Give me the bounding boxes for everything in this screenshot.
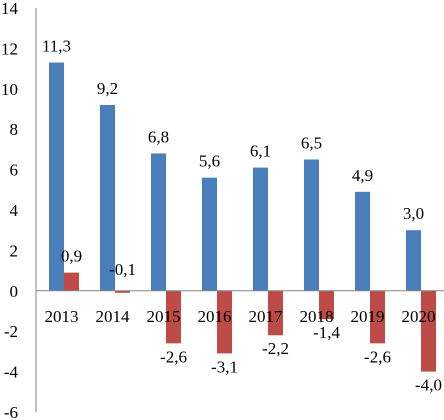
bar-2015-series-2 — [166, 290, 181, 344]
y-tick-label: 2 — [10, 241, 19, 260]
data-label-2016-series-1: 5,6 — [199, 152, 220, 171]
bar-2018-series-1 — [304, 159, 319, 291]
bar-2020-series-2 — [421, 290, 436, 372]
x-axis-tick-labels: 2013 2014 2015 2016 2017 2018 2019 2020 — [45, 307, 436, 326]
y-tick-label: 14 — [1, 0, 19, 18]
data-label-2019-series-2: -2,6 — [364, 347, 391, 366]
y-tick-label: -2 — [4, 322, 18, 341]
y-tick-label: 4 — [10, 201, 19, 220]
bar-2014-series-2 — [115, 290, 130, 293]
data-label-2017-series-1: 6,1 — [250, 142, 271, 161]
bars — [49, 62, 436, 372]
x-tick-label: 2019 — [351, 307, 385, 326]
bar-2013-series-2 — [64, 272, 79, 291]
data-label-2020-series-2: -4,0 — [415, 376, 442, 395]
y-tick-label: -6 — [4, 403, 18, 420]
y-tick-label: 6 — [10, 161, 19, 180]
y-tick-label: 8 — [10, 120, 19, 139]
x-tick-label: 2020 — [402, 307, 436, 326]
y-tick-label: 10 — [1, 80, 18, 99]
data-label-2017-series-2: -2,2 — [262, 339, 289, 358]
data-label-2018-series-2: -1,4 — [313, 323, 340, 342]
data-label-2015-series-1: 6,8 — [148, 127, 169, 146]
bar-2014-series-1 — [100, 104, 115, 291]
bar-2019-series-2 — [370, 290, 385, 344]
data-labels: 11,3 9,2 6,8 5,6 6,1 6,5 4,9 3,0 0,9 -0,1 -2,6 -3,1… — [42, 37, 442, 395]
data-label-2015-series-2: -2,6 — [160, 347, 187, 366]
bar-2017-series-1 — [253, 167, 268, 291]
data-label-2014-series-2: -0,1 — [109, 260, 136, 279]
data-label-2019-series-1: 4,9 — [352, 166, 373, 185]
bar-2013-series-1 — [49, 62, 64, 291]
data-label-2018-series-1: 6,5 — [301, 134, 322, 153]
bar-2019-series-1 — [355, 191, 370, 291]
x-tick-label: 2015 — [147, 307, 181, 326]
x-tick-label: 2018 — [300, 307, 334, 326]
x-tick-label: 2017 — [249, 307, 284, 326]
bar-2015-series-1 — [151, 153, 166, 291]
x-tick-label: 2016 — [198, 307, 232, 326]
bar-2017-series-2 — [268, 290, 283, 336]
y-axis-tick-labels: -6 -4 -2 0 2 4 6 8 10 12 14 — [1, 0, 19, 420]
data-label-2014-series-1: 9,2 — [97, 79, 118, 98]
bar-2016-series-2 — [217, 290, 232, 354]
bar-2018-series-2 — [319, 290, 334, 320]
x-tick-label: 2013 — [45, 307, 79, 326]
data-label-2013-series-1: 11,3 — [42, 37, 71, 56]
y-tick-label: 0 — [10, 282, 19, 301]
y-tick-label: 12 — [1, 39, 18, 58]
data-label-2016-series-2: -3,1 — [211, 357, 238, 376]
bar-2016-series-1 — [202, 177, 217, 291]
y-tick-label: -4 — [4, 363, 19, 382]
x-tick-label: 2014 — [96, 307, 131, 326]
data-label-2013-series-2: 0,9 — [61, 247, 82, 266]
bar-2020-series-1 — [406, 230, 421, 291]
data-label-2020-series-1: 3,0 — [403, 204, 424, 223]
